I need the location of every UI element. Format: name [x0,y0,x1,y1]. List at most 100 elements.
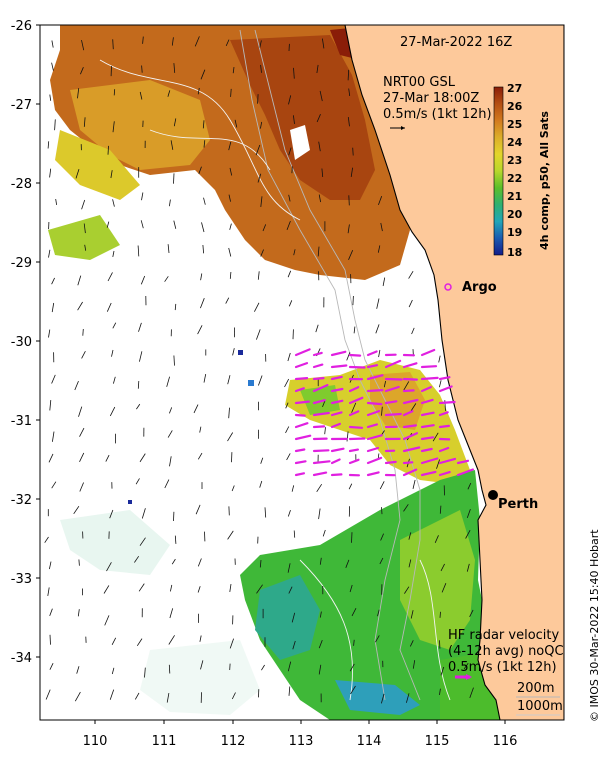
wind-arrow [54,119,56,131]
wind-arrow [466,563,470,572]
y-tick-label: -33 [11,572,32,587]
radar-arrow [348,353,362,357]
wind-arrow [164,276,169,282]
wind-arrow [260,121,263,129]
wind-arrow [112,322,117,329]
wind-arrow [261,664,265,671]
wind-arrow [169,456,172,467]
y-tick-label: -29 [11,256,32,271]
wind-arrow [260,64,262,73]
wind-arrow [73,505,80,515]
wind-arrow [168,664,171,674]
wind-arrow [284,378,290,388]
radar-arrow [402,461,414,465]
wind-arrow [169,407,173,414]
radar-arrow [420,470,437,477]
wind-arrow [229,271,232,279]
wind-arrow [167,430,173,438]
radar-arrow [348,410,360,417]
radar-arrow [384,377,403,381]
wind-arrow [84,244,87,251]
radar-arrow [294,422,309,429]
wind-arrow [381,693,385,704]
wind-arrow [288,194,291,202]
wind-arrow [109,689,115,700]
wind-arrow [106,221,110,228]
wind-arrow [288,300,293,307]
wind-arrow [138,583,145,592]
radar-arrow [348,425,364,429]
wind-arrow [264,507,267,518]
wind-arrow [318,664,322,675]
wind-arrow [403,504,409,512]
wind-arrow [351,532,353,543]
wind-arrow [173,220,177,229]
wind-arrow [112,199,115,207]
radar-title-line1: HF radar velocity [448,628,560,643]
wind-arrow [410,610,414,619]
wind-vectors [44,36,474,704]
wind-arrow [112,121,115,133]
wind-arrow [51,277,55,285]
sst-pixel [238,350,243,355]
wind-arrow [260,457,264,464]
wind-arrow [408,532,412,540]
wind-title-line3: 0.5m/s (1kt 12h) [383,107,492,122]
wind-arrow [49,94,52,101]
wind-arrow [285,402,289,409]
radar-arrow [402,432,418,441]
wind-arrow [197,325,203,335]
wind-arrow [104,615,110,626]
wind-arrow [229,584,232,592]
wind-arrow [318,194,321,203]
wind-arrow [410,403,417,412]
wind-arrow [169,608,174,619]
wind-arrow [349,584,353,593]
wind-arrow [288,147,292,156]
wind-arrow [82,328,84,336]
radar-arrow [294,460,307,465]
radar-arrow [402,410,414,417]
wind-arrow [257,173,262,183]
radar-arrow [294,387,305,393]
wind-arrow [228,407,230,419]
wind-arrow [141,508,146,519]
wind-arrow [80,67,84,75]
wind-arrow [288,95,292,105]
radar-arrow [438,471,451,477]
radar-arrow [366,434,383,441]
wind-arrow [258,375,263,386]
wind-arrow [259,480,263,488]
wind-arrow [287,509,291,517]
wind-arrow [409,640,414,647]
radar-arrow [312,384,329,393]
wind-arrow [321,168,324,178]
wind-arrow [254,302,260,312]
wind-arrow [318,639,323,649]
sst-south-patch [60,470,505,720]
wind-arrow [436,459,440,469]
wind-arrow [324,427,326,435]
radar-arrow [420,386,432,393]
radar-arrow [420,365,438,369]
wind-arrow [201,222,205,233]
wind-arrow [229,223,232,230]
radar-arrow [366,364,379,369]
radar-arrow [420,376,439,381]
wind-arrow [412,660,416,669]
wind-arrow [348,195,350,206]
wind-arrow [259,40,262,48]
radar-arrow [348,458,360,465]
wind-arrow [195,504,201,515]
wind-arrow [78,406,83,417]
wind-arrow [288,586,293,594]
wind-arrow [79,482,84,492]
wind-arrow [255,144,261,156]
wind-arrow [47,141,50,149]
radar-arrow [330,473,343,477]
wind-arrow [286,453,291,461]
wind-arrow [202,244,204,254]
wind-arrow [348,483,353,490]
wind-arrow [113,376,116,384]
wind-arrow [350,685,356,695]
